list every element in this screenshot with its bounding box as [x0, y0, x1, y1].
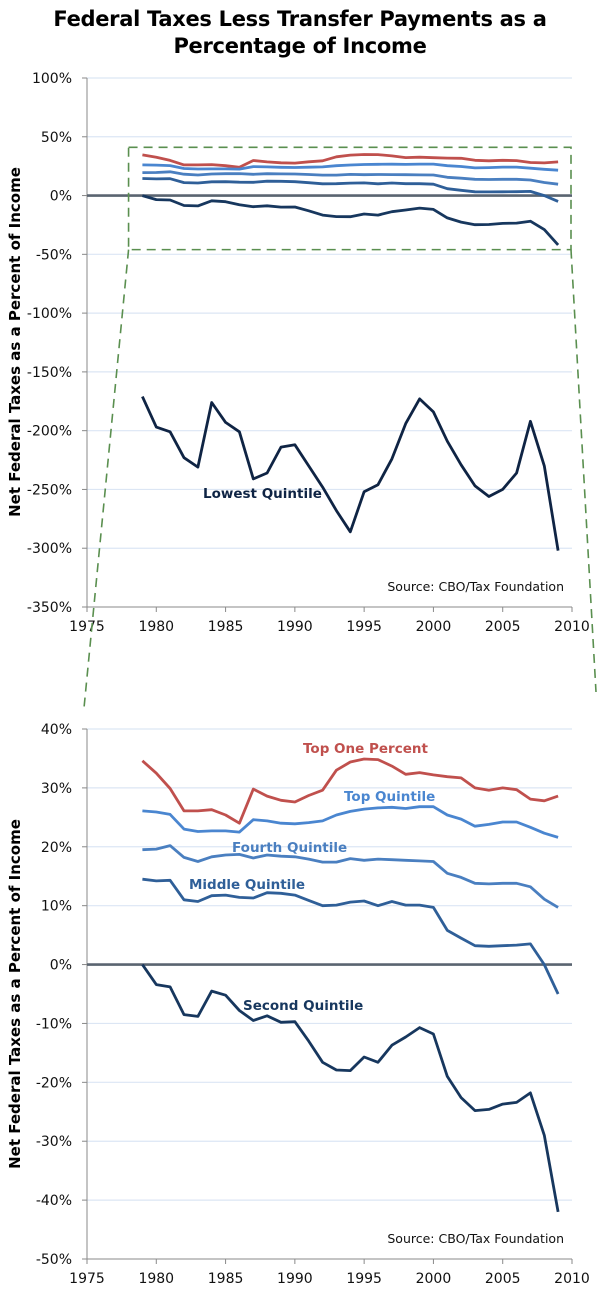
x-tick-label: 1980 [138, 619, 174, 635]
x-tick-label: 1995 [346, 1271, 382, 1287]
bottom-y-tick-labels: 40% 30% 20% 10% 0% -10% -20% -30% -40% -50% [36, 722, 72, 1268]
y-tick-label: 10% [41, 899, 72, 915]
zoom-box [127, 146, 572, 251]
label-top-quintile: Top Quintile [344, 789, 435, 805]
x-tick-label: 1985 [208, 619, 244, 635]
bottom-y-axis-label: Net Federal Taxes as a Percent of Income [6, 819, 24, 1169]
y-tick-label: -350% [27, 600, 72, 616]
series-line-fourth-quintile [142, 844, 559, 909]
x-tick-label: 1975 [69, 619, 105, 635]
x-tick-label: 1995 [346, 619, 382, 635]
top-y-axis-label: Net Federal Taxes as a Percent of Income [6, 167, 24, 517]
chart-title-line-2: Percentage of Income [173, 34, 427, 58]
series-line-top-one-percent [141, 757, 559, 825]
y-tick-label: -300% [27, 541, 72, 557]
top-x-tick-labels: 1975 1980 1985 1990 1995 2000 2005 2010 [69, 619, 590, 635]
x-tick-label: 2000 [416, 1271, 452, 1287]
x-tick-label: 2005 [485, 619, 521, 635]
y-tick-label: -200% [27, 424, 72, 440]
y-tick-label: 0% [50, 958, 72, 974]
bottom-x-tick-labels: 1975 1980 1985 1990 1995 2000 2005 2010 [69, 1271, 590, 1287]
series-line-top-quintile [142, 805, 559, 839]
top-source-note: Source: CBO/Tax Foundation [387, 579, 564, 594]
series-line-second-quintile [141, 963, 560, 1213]
zoom-indicator [83, 146, 597, 709]
x-tick-label: 2010 [554, 1271, 590, 1287]
label-top-one-percent: Top One Percent [303, 741, 428, 757]
y-tick-label: -150% [27, 365, 72, 381]
bottom-series-lines [141, 757, 560, 1213]
y-tick-label: -30% [36, 1134, 72, 1150]
y-tick-label: -50% [36, 247, 72, 263]
bottom-axes [82, 728, 573, 1264]
y-tick-label: 40% [41, 722, 72, 738]
x-tick-label: 1975 [69, 1271, 105, 1287]
x-tick-label: 2005 [485, 1271, 521, 1287]
series-line-top-one-percent [142, 153, 559, 169]
bottom-source-note: Source: CBO/Tax Foundation [387, 1231, 564, 1246]
top-series-lines [141, 153, 560, 551]
top-axes [82, 77, 573, 612]
x-tick-label: 1990 [277, 619, 313, 635]
y-tick-label: -40% [36, 1193, 72, 1209]
y-tick-label: 50% [41, 130, 72, 146]
y-tick-label: -20% [36, 1075, 72, 1091]
x-tick-label: 2000 [416, 619, 452, 635]
chart-title: Federal Taxes Less Transfer Payments as … [0, 6, 600, 60]
top-chart: 100% 50% 0% -50% -100% -150% -200% -250% -300% -3… [6, 71, 590, 635]
series-line-top-quintile [142, 162, 559, 172]
series-line-lowest-quintile [141, 396, 560, 551]
top-y-tick-labels: 100% 50% 0% -50% -100% -150% -200% -250% -300% -3… [27, 71, 72, 616]
chart-title-line-1: Federal Taxes Less Transfer Payments as … [53, 7, 547, 31]
label-lowest-quintile: Lowest Quintile [203, 486, 322, 502]
y-tick-label: -50% [36, 1252, 72, 1268]
zoom-connector-left [83, 249, 130, 709]
label-middle-quintile: Middle Quintile [189, 877, 305, 893]
x-tick-label: 2010 [554, 619, 590, 635]
x-tick-label: 1980 [138, 1271, 174, 1287]
x-tick-label: 1985 [208, 1271, 244, 1287]
y-tick-label: -10% [36, 1016, 72, 1032]
series-line-second-quintile [142, 194, 560, 246]
series-line-middle-quintile [142, 877, 560, 995]
series-line-fourth-quintile [142, 170, 559, 186]
y-tick-label: -250% [27, 482, 72, 498]
y-tick-label: 0% [50, 189, 72, 205]
bottom-chart: 40%30%20%10%0%-10%-20%-30%-40%-50% 1975 1… [6, 722, 590, 1287]
series-line-middle-quintile [142, 177, 559, 203]
label-second-quintile: Second Quintile [243, 998, 363, 1014]
x-tick-label: 1990 [277, 1271, 313, 1287]
y-tick-label: 30% [41, 781, 72, 797]
label-fourth-quintile: Fourth Quintile [232, 840, 347, 856]
y-tick-label: 20% [41, 840, 72, 856]
y-tick-label: -100% [27, 306, 72, 322]
top-gridlines [87, 77, 572, 549]
y-tick-label: 100% [32, 71, 72, 87]
